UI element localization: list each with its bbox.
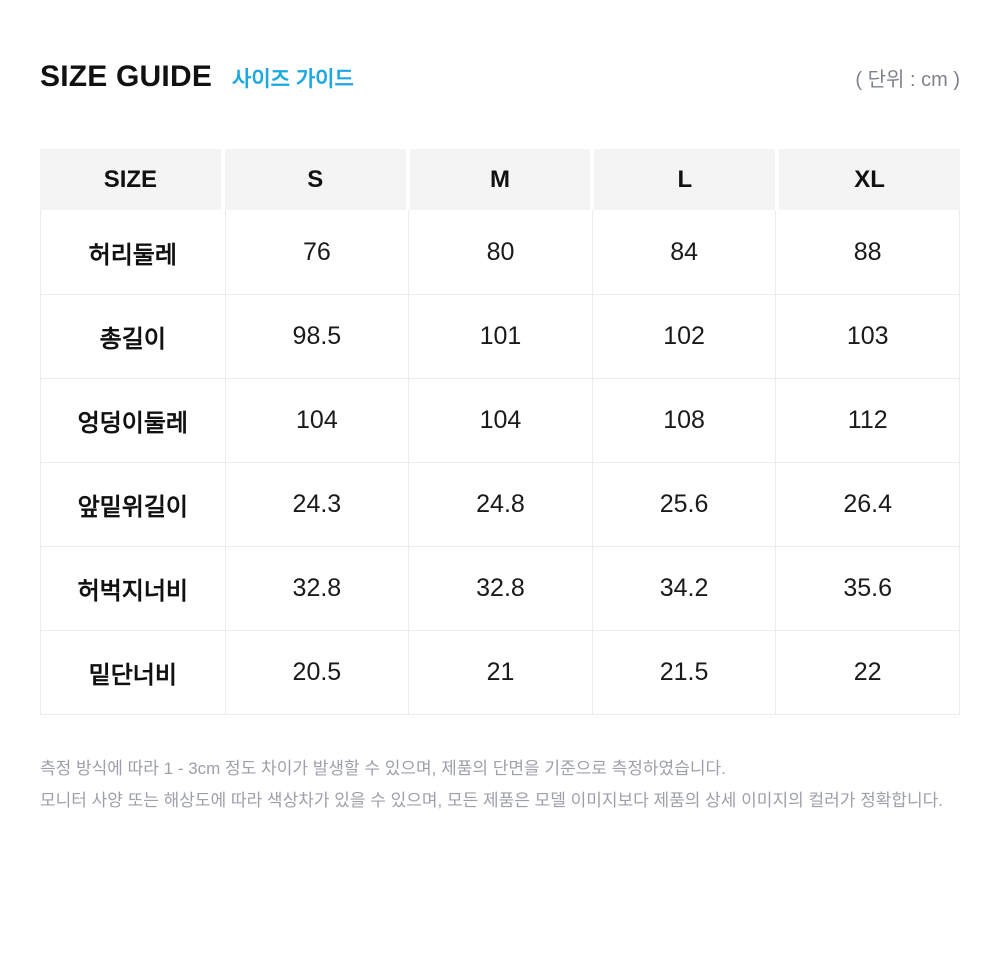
title-row: SIZE GUIDE 사이즈 가이드 ( 단위 : cm ): [40, 0, 960, 94]
size-value: 84: [591, 210, 776, 294]
size-value: 112: [775, 379, 959, 462]
size-value: 104: [408, 379, 592, 462]
size-value: 104: [224, 379, 409, 462]
note-line: 모니터 사양 또는 해상도에 따라 색상차가 있을 수 있으며, 모든 제품은 …: [40, 791, 944, 810]
size-table-header: SIZE S M L XL: [40, 149, 960, 210]
row-label: 밑단너비: [88, 662, 177, 689]
column-header: S: [224, 149, 406, 210]
size-value: 32.8: [224, 547, 409, 630]
size-value: 25.6: [591, 463, 776, 546]
size-value: 103: [775, 295, 959, 378]
size-table: SIZE S M L XL 허리둘레 76 80 84 88 총길이 98.5 101 102 103 엉덩…: [40, 149, 960, 715]
note-line: 측정 방식에 따라 1 - 3cm 정도 차이가 발생할 수 있으며, 제품의 …: [40, 759, 726, 778]
size-value: 76: [224, 210, 409, 294]
table-row: 허벅지너비 32.8 32.8 34.2 35.6: [41, 546, 959, 630]
column-header: XL: [779, 149, 960, 210]
size-value: 21: [408, 631, 592, 714]
table-row: 앞밑위길이 24.3 24.8 25.6 26.4: [41, 462, 959, 546]
size-value: 24.3: [224, 463, 409, 546]
column-header: L: [594, 149, 776, 210]
size-value: 22: [775, 631, 959, 714]
notes: 측정 방식에 따라 1 - 3cm 정도 차이가 발생할 수 있으며, 제품의 …: [40, 753, 960, 817]
row-label: 엉덩이둘레: [77, 410, 188, 437]
page-subtitle: 사이즈 가이드: [232, 68, 354, 91]
size-value: 80: [408, 210, 592, 294]
size-value: 21.5: [591, 631, 776, 714]
size-value: 102: [591, 295, 776, 378]
size-guide-page: SIZE GUIDE 사이즈 가이드 ( 단위 : cm ) SIZE S M L XL…: [40, 0, 960, 817]
size-value: 34.2: [591, 547, 776, 630]
row-label: 허벅지너비: [77, 578, 188, 605]
size-value: 35.6: [775, 547, 959, 630]
size-value: 101: [408, 295, 592, 378]
table-row: 밑단너비 20.5 21 21.5 22: [41, 630, 959, 714]
row-label: 앞밑위길이: [77, 494, 188, 521]
size-value: 88: [775, 210, 959, 294]
column-header: M: [409, 149, 591, 210]
table-row: 허리둘레 76 80 84 88: [41, 210, 959, 294]
unit-label: ( 단위 : cm ): [855, 69, 960, 91]
size-value: 98.5: [224, 295, 409, 378]
row-label: 총길이: [99, 326, 166, 353]
row-label: 허리둘레: [88, 241, 177, 269]
size-value: 26.4: [775, 463, 959, 546]
size-value: 32.8: [408, 547, 592, 630]
size-table-body: 허리둘레 76 80 84 88 총길이 98.5 101 102 103 엉덩이둘레 104 104 1…: [40, 210, 960, 715]
page-title: SIZE GUIDE: [40, 60, 213, 93]
table-row: 엉덩이둘레 104 104 108 112: [41, 378, 959, 462]
table-row: 총길이 98.5 101 102 103: [41, 294, 959, 378]
size-value: 108: [591, 379, 776, 462]
size-value: 20.5: [224, 631, 409, 714]
size-value: 24.8: [408, 463, 592, 546]
column-header: SIZE: [40, 149, 221, 210]
